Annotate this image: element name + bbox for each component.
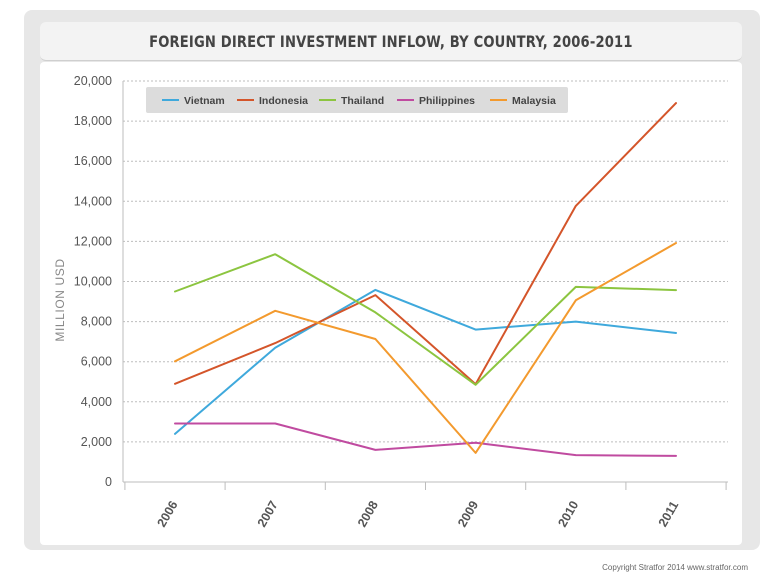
- y-tick-label: 18,000: [74, 114, 112, 128]
- y-tick-label: 14,000: [74, 194, 112, 208]
- y-tick-label: 0: [105, 475, 112, 489]
- plot-panel: [40, 62, 742, 545]
- series-line-vietnam: [174, 288, 677, 435]
- y-tick-label: 10,000: [74, 275, 112, 289]
- y-tick-label: 12,000: [74, 234, 112, 248]
- series-line-malaysia: [174, 242, 677, 454]
- x-tick-label: 2008: [355, 498, 381, 529]
- y-tick-label: 6,000: [81, 355, 112, 369]
- y-tick-label: 8,000: [81, 315, 112, 329]
- y-tick-label: 20,000: [74, 74, 112, 88]
- x-tick-label: 2010: [555, 498, 581, 529]
- legend-label-thailand: Thailand: [341, 95, 384, 107]
- legend-label-indonesia: Indonesia: [259, 95, 308, 107]
- series-line-philippines: [174, 422, 677, 457]
- legend-label-philippines: Philippines: [419, 95, 475, 107]
- copyright-text: Copyright Stratfor 2014 www.stratfor.com: [602, 563, 748, 572]
- legend-label-vietnam: Vietnam: [184, 95, 225, 107]
- y-tick-label: 2,000: [81, 435, 112, 449]
- legend: Vietnam Indonesia Thailand Philippines Malay…: [146, 87, 568, 113]
- series-line-thailand: [174, 253, 677, 386]
- series-line-indonesia: [174, 102, 677, 386]
- y-tick-label: 16,000: [74, 154, 112, 168]
- legend-label-malaysia: Malaysia: [512, 95, 556, 107]
- chart-title: FOREIGN DIRECT INVESTMENT INFLOW, BY COU…: [149, 31, 633, 51]
- axes: 0 2,000 4,000 6,000 8,000 10,000 12,000 14,000 1…: [74, 74, 728, 530]
- series-lines: [174, 102, 677, 457]
- x-tick-label: 2007: [255, 498, 281, 529]
- y-tick-label: 4,000: [81, 395, 112, 409]
- gridlines: [123, 80, 728, 443]
- x-tick-label: 2006: [155, 498, 181, 529]
- title-bar: FOREIGN DIRECT INVESTMENT INFLOW, BY COU…: [40, 22, 742, 61]
- y-axis-label: MILLION USD: [53, 258, 67, 341]
- x-tick-label: 2011: [656, 499, 682, 530]
- x-tick-label: 2009: [455, 498, 481, 529]
- legend-box: [146, 87, 568, 113]
